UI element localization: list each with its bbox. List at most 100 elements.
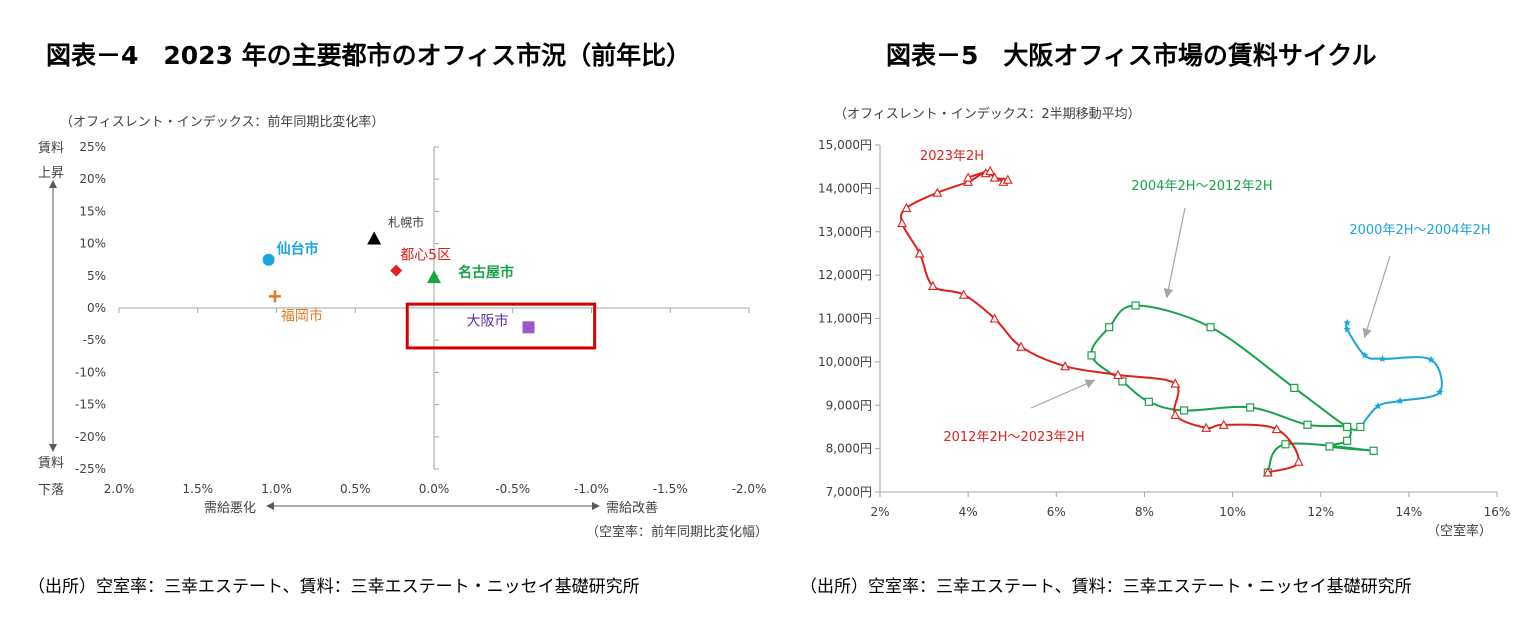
chart4-point-sapporo-label: 札幌市 [388, 214, 424, 229]
chart4-point-sendai [262, 253, 275, 266]
chart4-y-tick-label: -10% [75, 365, 106, 379]
chart5-y-tick-label: 7,000円 [826, 485, 872, 499]
chart5-x-tick-label: 8% [1135, 505, 1154, 519]
chart5-x-tick-label: 14% [1396, 505, 1423, 519]
chart5-series-red-point [989, 313, 1000, 323]
chart4-y-tick-label: 15% [79, 204, 106, 218]
chart4-y-tick-label: 25% [79, 140, 106, 154]
chart5-series-blue-point [1374, 402, 1382, 410]
chart4-up-label-2: 上昇 [38, 166, 64, 181]
chart5-pointer-arrow [1362, 255, 1391, 339]
chart4-y-tick-label: 0% [87, 301, 106, 315]
chart4-y-tick-label: -20% [75, 430, 106, 444]
chart5-series-green-point [1281, 440, 1290, 449]
chart4-xlabel: （空室率：前年同期比変化幅） [586, 524, 768, 540]
chart5-annotation-1: 2004年2H～2012年2H [1131, 179, 1272, 194]
chart5-annotation-0: 2023年2H [920, 149, 984, 164]
chart4-x-tick-label: 1.0% [261, 482, 292, 496]
chart5-y-tick-label: 10,000円 [818, 355, 872, 369]
chart5-series-red-point [1201, 422, 1212, 432]
chart4-point-nagoya-label: 名古屋市 [458, 264, 514, 281]
chart4-better-label: 需給改善 [606, 500, 658, 516]
chart5-series-red-point [958, 289, 969, 299]
chart4-down-label-1: 賃料 [38, 456, 64, 471]
chart4-point-toshin-label: 都心5区 [400, 248, 451, 264]
chart5-x-tick-label: 4% [959, 505, 978, 519]
chart5-y-tick-label: 11,000円 [818, 312, 872, 326]
chart5-y-tick-label: 9,000円 [826, 398, 872, 412]
chart4-x-tick-label: -2.0% [732, 482, 767, 496]
chart5-y-tick-label: 8,000円 [826, 442, 872, 456]
chart5-series-red-point [927, 280, 938, 291]
chart4-x-tick-label: -1.0% [574, 482, 609, 496]
chart5-series-blue-point [1378, 354, 1387, 363]
chart4-y-tick-label: -5% [83, 333, 106, 347]
chart5-series-green-point [1356, 422, 1365, 432]
chart4-point-toshin [390, 264, 403, 277]
chart5-series-red-line [899, 170, 1300, 474]
chart4-y-tick-label: -15% [75, 398, 106, 412]
chart4-point-sapporo [367, 231, 382, 245]
chart5-x-tick-label: 12% [1307, 505, 1334, 519]
chart5-series-blue-point [1360, 351, 1369, 359]
chart5-series-red-point [1170, 409, 1181, 419]
chart5-series-green-point [1087, 351, 1096, 360]
chart5-y-tick-label: 14,000円 [818, 181, 872, 195]
chart4-x-tick-label: 2.0% [104, 482, 135, 496]
chart5-series-red-point [1218, 419, 1229, 429]
chart5-ylabel: （オフィスレント・インデックス：2半期移動平均） [834, 106, 1141, 122]
chart5-series-blue-point [1435, 388, 1444, 396]
chart4-up-label-1: 賃料 [38, 141, 64, 156]
chart5-y-tick-label: 15,000円 [818, 138, 872, 152]
chart5-series-red-point [963, 172, 974, 182]
chart5-series-green-point [1325, 442, 1334, 451]
chart5-series-blue-point [1427, 355, 1435, 363]
chart5-series-blue-point [1396, 396, 1404, 405]
chart4-y-tick-label: 10% [79, 237, 106, 251]
chart5-series-red-point [1113, 369, 1123, 379]
chart5-x-tick-label: 2% [870, 505, 889, 519]
chart5-series-blue-point [1343, 318, 1351, 327]
chart5-series-red-point [985, 165, 996, 176]
chart5-xlabel: （空室率） [1427, 523, 1492, 539]
chart5-annotation-2: 2000年2H～2004年2H [1349, 223, 1490, 238]
chart5-series-green-point [1343, 422, 1352, 432]
chart5-series-red-point [914, 248, 925, 258]
chart4-ylabel: （オフィスレント・インデックス：前年同期比変化率） [60, 114, 384, 130]
chart5-title: 図表－5 大阪オフィス市場の賃料サイクル [886, 41, 1377, 70]
chart4-point-osaka-label: 大阪市 [467, 312, 509, 329]
chart4-x-tick-label: -1.5% [653, 482, 688, 496]
chart4-down-label-2: 下落 [38, 483, 64, 498]
chart5-series-red-point [1293, 456, 1304, 466]
chart5-plot: 2% 4% 6% 8% 10% 12% 14% 16% 15,000円 14,000円 13,000… [818, 138, 1510, 519]
chart5-series-green-point [1144, 397, 1153, 406]
chart5-source: （出所）空室率：三幸エステート、賃料：三幸エステート・ニッセイ基礎研究所 [800, 577, 1412, 597]
chart4-point-sendai-label: 仙台市 [277, 241, 319, 258]
chart5-pointer-arrow [1163, 207, 1186, 299]
chart5-series-green-point [1343, 436, 1352, 445]
chart4-title: 図表－4 2023 年の主要都市のオフィス市況（前年比） [46, 41, 692, 70]
chart5-y-tick-label: 13,000円 [818, 225, 872, 239]
chart5-annotation-3: 2012年2H～2023年2H [943, 430, 1084, 445]
chart4-x-tick-label: -0.5% [495, 482, 530, 496]
chart4-x-tick-label: 0.0% [419, 482, 450, 496]
chart5-series-green-point [1105, 323, 1114, 332]
chart5-series-green-point [1118, 377, 1127, 386]
chart4-plot: 2.0% 1.5% 1.0% 0.5% 0.0% -0.5% -1.0% -1.5% -2.0%… [75, 140, 766, 496]
chart5-series-red-point [901, 202, 912, 212]
chart5-series-red-point [1002, 174, 1013, 184]
chart5-series-red-point [963, 176, 974, 186]
chart5-series-red-point [1271, 423, 1282, 434]
chart4-point-osaka [522, 321, 535, 334]
chart5-series-red-point [1016, 341, 1026, 351]
chart5-series-red-point [897, 217, 907, 228]
chart4-highlight-box [405, 302, 597, 350]
chart5-x-tick-label: 10% [1219, 505, 1246, 519]
chart5-series-red-point [932, 187, 943, 197]
chart5-series-green-point [1246, 403, 1255, 412]
chart4-y-tick-label: -25% [75, 462, 106, 476]
chart5-series-red-point [989, 172, 1000, 182]
chart4-worse-label: 需給悪化 [204, 501, 256, 516]
chart4-x-tick-label: 1.5% [183, 482, 214, 496]
